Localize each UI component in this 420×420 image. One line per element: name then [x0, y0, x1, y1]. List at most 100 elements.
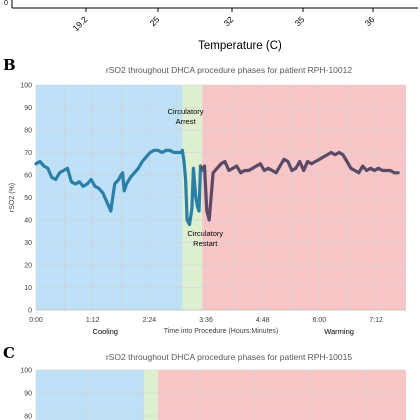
data-point [101, 191, 105, 195]
data-point [286, 160, 290, 163]
y-tick-label: 30 [24, 240, 32, 247]
data-point [185, 218, 189, 222]
data-point [329, 151, 333, 154]
data-point [109, 209, 113, 213]
x-tick-label: 0:00 [29, 317, 43, 324]
data-point [345, 160, 349, 163]
data-point [113, 182, 117, 186]
data-point [325, 153, 329, 157]
y-tick-label: 70 [24, 150, 32, 157]
data-point [353, 169, 357, 172]
phase-label-cooling: Cooling [93, 327, 118, 336]
data-point [365, 169, 369, 172]
x-tick-label: 1:12 [86, 317, 100, 324]
y-tick-label: 80 [24, 128, 32, 135]
data-point [73, 182, 77, 186]
data-point [62, 169, 65, 172]
data-point [188, 223, 191, 226]
panel-a-y-tick: 0 [4, 0, 8, 7]
data-point [318, 157, 321, 161]
data-point [182, 160, 186, 163]
y-tick-label: 50 [24, 195, 32, 202]
chart-c-title: rSO2 throughout DHCA procedure phases fo… [106, 352, 352, 362]
chart-b-title: rSO2 throughout DHCA procedure phases fo… [106, 65, 352, 75]
data-point [160, 151, 164, 154]
data-point [247, 169, 250, 172]
data-point [34, 162, 38, 166]
data-point [129, 175, 132, 179]
data-point [306, 160, 309, 163]
data-point [105, 200, 109, 204]
chart-c: rSO2 throughout DHCA procedure phases fo… [20, 352, 406, 420]
data-point [121, 171, 124, 175]
phase-label-warming: Warming [324, 327, 354, 336]
data-point [270, 169, 274, 172]
x-tick-label: 2:24 [143, 317, 157, 324]
data-point [200, 169, 204, 172]
data-point [181, 148, 184, 152]
annotation-line: Arrest [176, 117, 197, 126]
data-point [117, 178, 121, 181]
data-point [392, 171, 396, 175]
data-point [136, 166, 140, 170]
phase-band-circulatory-arrest [144, 370, 158, 420]
panel-a-x-ticks: 19.2 25 32 35 36 [71, 8, 377, 33]
y-axis-label: rSO2 (%) [9, 183, 16, 212]
annotation-circulatory-restart: Circulatory Restart [187, 229, 223, 248]
data-point [239, 171, 243, 175]
data-point [125, 182, 128, 186]
phase-band-warming [158, 370, 406, 420]
x-tick-label: 7:12 [369, 317, 383, 324]
series-line-cooling [34, 148, 204, 227]
data-point [152, 148, 156, 152]
data-point [81, 184, 85, 188]
annotation-circulatory-arrest: Circulatory Arrest [168, 107, 204, 126]
data-point [192, 166, 195, 170]
data-point [148, 151, 152, 154]
data-point [262, 169, 266, 172]
data-point [203, 164, 206, 168]
data-point [144, 155, 148, 159]
data-point [282, 157, 286, 161]
y-tick-label: 80 [24, 414, 32, 420]
x-tick-label: 6:00 [313, 317, 327, 324]
data-point [223, 160, 227, 163]
data-point [396, 171, 400, 175]
x-axis-label: Time into Procedure (Hours:Minutes) [164, 328, 279, 335]
y-tick-label: 10 [24, 285, 32, 292]
data-point [190, 207, 194, 211]
data-point [54, 178, 58, 181]
data-point [85, 182, 89, 186]
data-point [349, 166, 353, 170]
data-point [164, 148, 168, 152]
data-point [168, 148, 172, 152]
data-point [266, 166, 270, 170]
data-point [227, 169, 231, 172]
panel-a-tick-label: 36 [363, 14, 377, 28]
data-point [195, 205, 199, 208]
data-point [156, 148, 160, 152]
chart-b: rSO2 throughout DHCA procedure phases fo… [9, 65, 406, 336]
data-point [122, 189, 126, 193]
data-point [235, 164, 239, 168]
data-point [290, 169, 294, 172]
y-tick-label: 20 [24, 263, 32, 270]
panel-b-letter: B [3, 56, 16, 74]
data-point [205, 209, 209, 213]
phase-band-cooling [36, 370, 144, 420]
data-point [215, 166, 219, 170]
data-point [219, 162, 223, 166]
y-tick-label: 100 [20, 83, 32, 90]
data-point [333, 153, 337, 157]
data-point [298, 160, 302, 163]
x-tick-label: 3:36 [199, 317, 213, 324]
y-tick-label: 100 [20, 368, 32, 375]
data-point [380, 169, 384, 172]
data-point [133, 171, 136, 175]
data-point [310, 162, 313, 166]
panel-a-tick-label: 35 [293, 14, 307, 28]
data-point [70, 180, 73, 184]
data-point [321, 155, 325, 159]
data-point [231, 166, 235, 170]
